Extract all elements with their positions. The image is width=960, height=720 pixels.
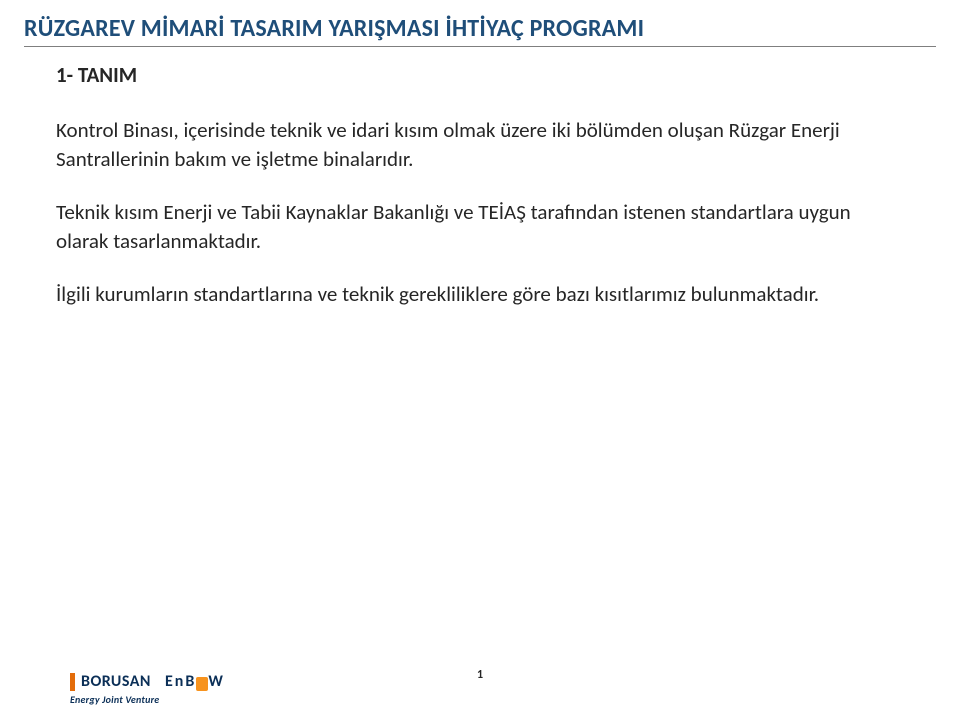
paragraph: İlgili kurumların standartlarına ve tekn… — [56, 280, 900, 309]
enbw-logo: EnBW — [165, 672, 223, 691]
enbw-seg-0: E — [165, 672, 173, 691]
borusan-text: BORUSAN — [81, 672, 151, 691]
footer-logos: BORUSAN EnBW Energy Joint Venture — [70, 672, 223, 706]
enbw-seg-2: B — [185, 672, 194, 691]
page-number: 1 — [477, 668, 483, 682]
page-title: RÜZGAREV MİMARİ TASARIM YARIŞMASI İHTİYA… — [24, 14, 936, 43]
title-underline — [24, 46, 936, 47]
paragraph: Teknik kısım Enerji ve Tabii Kaynaklar B… — [56, 198, 900, 256]
section-heading: 1- TANIM — [56, 62, 912, 88]
title-row: RÜZGAREV MİMARİ TASARIM YARIŞMASI İHTİYA… — [24, 14, 936, 43]
enbw-box-icon — [196, 677, 208, 691]
borusan-logo: BORUSAN — [70, 672, 151, 691]
footer: BORUSAN EnBW Energy Joint Venture 1 — [0, 650, 960, 706]
enbw-seg-1: n — [175, 672, 184, 691]
body-text: Kontrol Binası, içerisinde teknik ve ida… — [56, 116, 900, 333]
borusan-enbw-block: BORUSAN EnBW Energy Joint Venture — [70, 672, 223, 706]
energy-joint-venture: Energy Joint Venture — [70, 693, 223, 706]
borusan-bar-icon — [70, 673, 75, 691]
paragraph: Kontrol Binası, içerisinde teknik ve ida… — [56, 116, 900, 174]
page: RÜZGAREV MİMARİ TASARIM YARIŞMASI İHTİYA… — [0, 0, 960, 720]
enbw-seg-3: W — [208, 672, 223, 691]
